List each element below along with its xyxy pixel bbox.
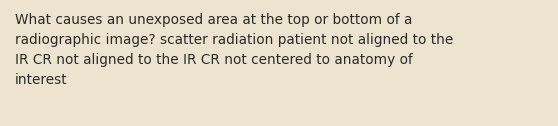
Text: What causes an unexposed area at the top or bottom of a
radiographic image? scat: What causes an unexposed area at the top… bbox=[15, 13, 453, 87]
